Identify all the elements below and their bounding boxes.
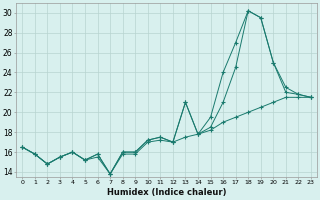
X-axis label: Humidex (Indice chaleur): Humidex (Indice chaleur) [107,188,226,197]
